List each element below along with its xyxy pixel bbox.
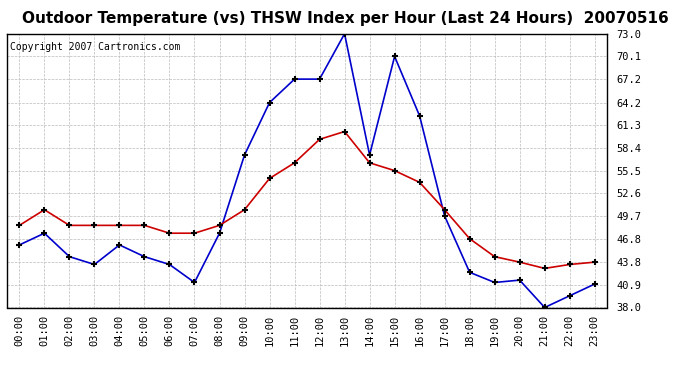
Text: Outdoor Temperature (vs) THSW Index per Hour (Last 24 Hours)  20070516: Outdoor Temperature (vs) THSW Index per …	[21, 11, 669, 26]
Text: Copyright 2007 Cartronics.com: Copyright 2007 Cartronics.com	[10, 42, 180, 52]
